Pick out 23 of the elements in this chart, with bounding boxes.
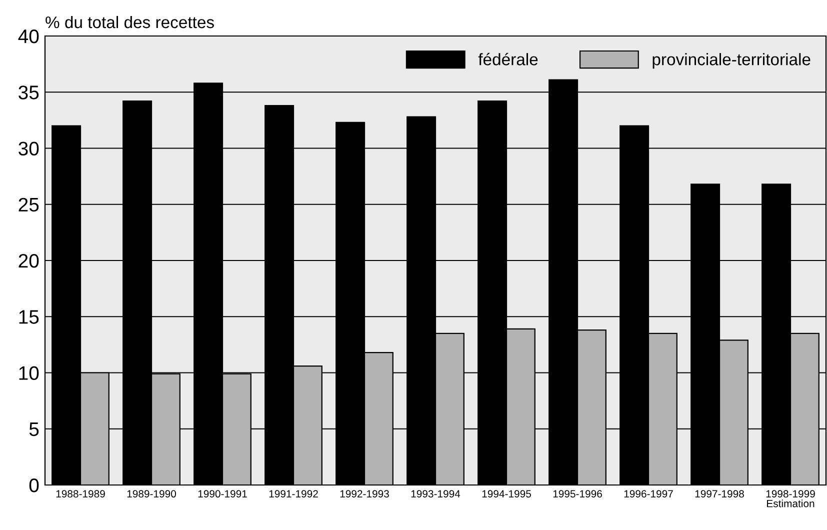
y-tick-label: 25 [18,198,39,212]
legend-label: provinciale-territoriale [652,53,810,69]
x-tick-label: 1988-1989 [56,490,105,498]
y-tick-label: 15 [19,310,39,324]
x-tick-label: 1997-1998 [695,490,744,498]
y-tick-label: 10 [19,366,39,380]
x-tick-label: 1990-1991 [198,490,247,498]
x-tick-label: 1992-1993 [340,490,389,498]
x-tick-label: 1996-1997 [624,490,673,498]
x-tick-label: 1989-1990 [127,490,176,498]
x-tick-label: 1998-1999 Estimation [766,490,815,508]
y-tick-label: 40 [18,29,39,44]
y-tick-label: 0 [29,478,39,492]
x-tick-label: 1991-1992 [269,490,318,498]
legend-label: fédérale [478,52,538,66]
y-tick-label: 5 [29,422,39,436]
y-tick-label: 35 [18,86,39,100]
y-tick-label: 20 [18,254,39,268]
x-tick-label: 1993-1994 [411,490,460,498]
y-tick-label: 30 [18,142,39,156]
x-tick-label: 1995-1996 [553,490,602,498]
x-tick-label: 1994-1995 [482,490,531,498]
y-axis-title: % du total des recettes [46,16,214,28]
